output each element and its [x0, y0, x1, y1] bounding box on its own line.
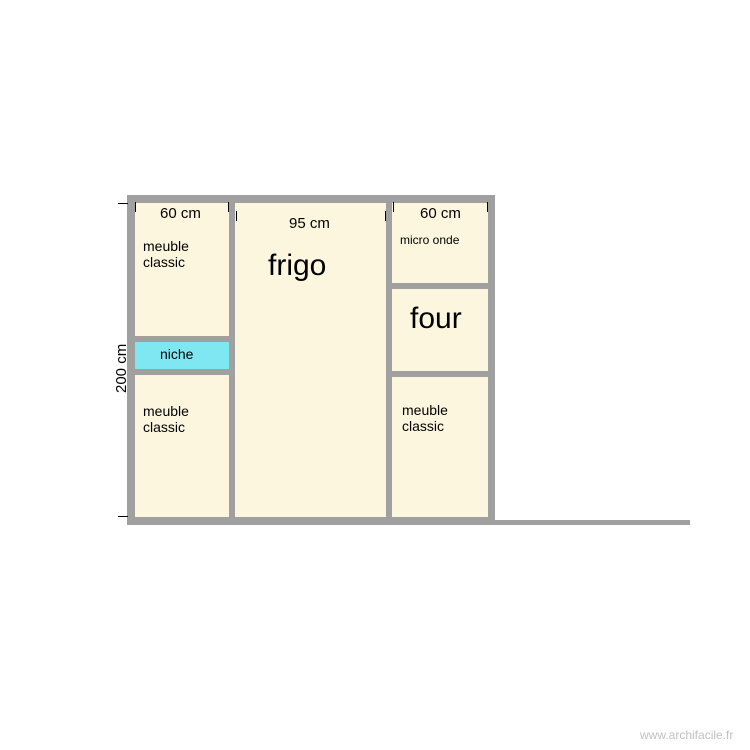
- floor-line: [127, 520, 690, 525]
- footer-watermark: www.archifacile.fr: [640, 728, 733, 742]
- label-meuble-classic-2: meuble classic: [143, 403, 189, 435]
- label-frigo: frigo: [268, 249, 326, 283]
- dim-tick: [118, 203, 128, 204]
- left-bottom-cabinet: [132, 372, 232, 520]
- dim-label-left-60: 60 cm: [160, 205, 201, 222]
- dim-tick: [393, 202, 394, 212]
- label-niche: niche: [160, 346, 193, 362]
- dim-tick: [228, 202, 229, 212]
- dim-label-height-200: 200 cm: [113, 344, 130, 393]
- dim-tick: [385, 211, 386, 221]
- label-meuble-classic-1: meuble classic: [143, 238, 189, 270]
- right-bottom-cabinet: [389, 374, 491, 520]
- dim-tick: [135, 202, 136, 212]
- dim-tick: [118, 516, 128, 517]
- dim-tick: [236, 211, 237, 221]
- label-meuble-classic-3: meuble classic: [402, 402, 448, 434]
- label-micro-onde: micro onde: [400, 233, 459, 247]
- dim-label-center-95: 95 cm: [289, 215, 330, 232]
- label-four: four: [410, 302, 462, 336]
- center-column-frigo: [232, 200, 389, 520]
- dim-tick: [487, 202, 488, 212]
- dim-label-right-60: 60 cm: [420, 205, 461, 222]
